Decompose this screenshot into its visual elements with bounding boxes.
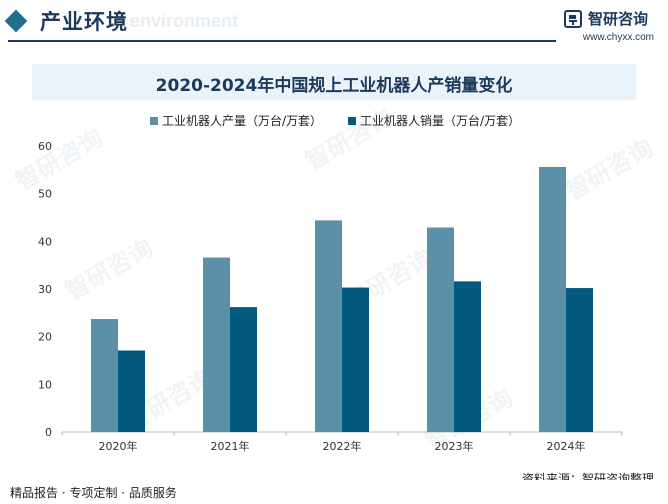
chart-title: 2020-2024年中国规上工业机器人产销量变化 <box>155 76 513 96</box>
legend-swatch-sales <box>348 116 357 125</box>
brand-url: www.chyxx.com <box>582 32 654 43</box>
sales-bar <box>118 350 145 432</box>
sales-bar <box>230 307 257 432</box>
legend-item-production: 工业机器人产量（万台/万套） <box>150 112 322 129</box>
y-tick-label: 20 <box>38 331 52 344</box>
brand-logo-icon <box>563 9 582 28</box>
production-bar <box>91 319 118 432</box>
x-tick-label: 2024年 <box>547 439 586 453</box>
header-divider <box>8 40 556 42</box>
x-tick-label: 2023年 <box>435 439 474 453</box>
page-footer: 精品报告 · 专项定制 · 品质服务 <box>0 480 668 504</box>
section-title: 产业环境 <box>40 10 128 34</box>
y-tick-label: 40 <box>38 235 52 248</box>
y-tick-label: 60 <box>38 140 52 153</box>
production-bar <box>427 227 454 432</box>
chart-legend: 工业机器人产量（万台/万套） 工业机器人销量（万台/万套） <box>150 112 546 129</box>
legend-swatch-production <box>150 116 158 125</box>
sales-bar <box>566 288 593 432</box>
legend-label-sales: 工业机器人销量（万台/万套） <box>360 114 521 128</box>
brand: 智研咨询 <box>563 8 648 29</box>
production-bar <box>203 257 230 432</box>
section-subtitle: environment <box>130 11 239 31</box>
brand-name: 智研咨询 <box>587 10 648 28</box>
x-tick-label: 2021年 <box>211 439 250 453</box>
sales-bar <box>454 281 481 432</box>
x-tick-label: 2020年 <box>99 439 138 453</box>
x-tick-label: 2022年 <box>323 439 362 453</box>
sales-bar <box>342 287 369 432</box>
footer-tagline: 精品报告 · 专项定制 · 品质服务 <box>10 486 177 500</box>
production-bar <box>539 166 566 432</box>
y-tick-label: 0 <box>45 426 52 439</box>
y-tick-label: 50 <box>38 188 52 201</box>
y-tick-label: 30 <box>38 283 52 296</box>
chart-title-box: 2020-2024年中国规上工业机器人产销量变化 <box>32 64 636 100</box>
legend-label-production: 工业机器人产量（万台/万套） <box>162 114 323 128</box>
production-bar <box>315 220 342 432</box>
y-tick-label: 10 <box>38 378 52 391</box>
bar-chart: 0 10 20 30 40 50 60 2020年 2021年 2022年 2023年 2024年 <box>38 140 623 453</box>
page-header: environment 产业环境 智研咨询 www.chyxx.com <box>0 0 668 48</box>
legend-item-sales: 工业机器人销量（万台/万套） <box>348 112 520 129</box>
